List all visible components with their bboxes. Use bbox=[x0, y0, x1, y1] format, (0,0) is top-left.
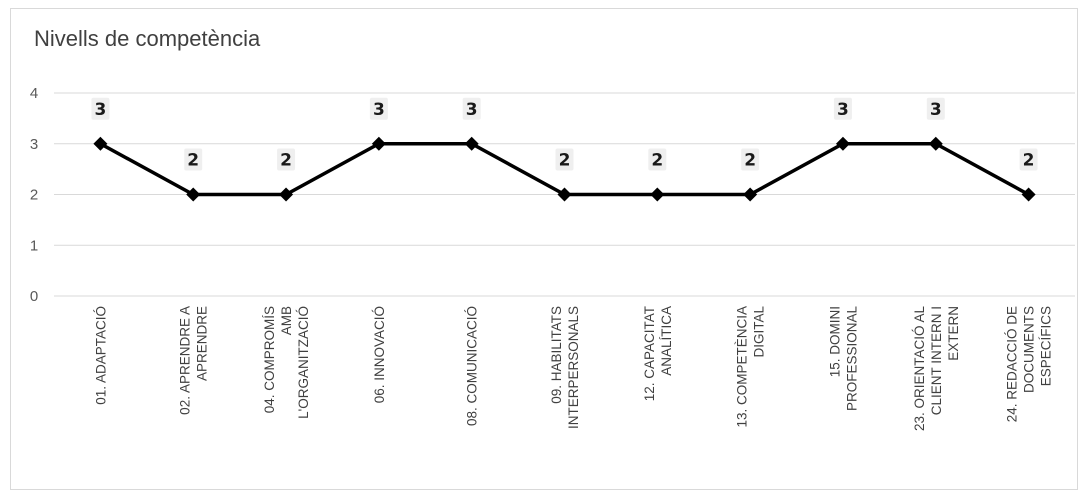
data-label: 2 bbox=[187, 151, 199, 171]
x-tick-label: 02. APRENDRE A bbox=[178, 306, 193, 415]
data-label-shadow bbox=[91, 97, 110, 120]
x-tick-label: DOCUMENTS bbox=[1022, 306, 1037, 393]
data-point-marker bbox=[93, 136, 108, 151]
chart-title: Nivells de competència bbox=[34, 26, 261, 51]
data-label: 3 bbox=[94, 100, 106, 120]
data-point-marker bbox=[1021, 187, 1036, 202]
x-tick-label: PROFESSIONAL bbox=[844, 306, 859, 412]
data-label-shadow bbox=[741, 148, 760, 171]
data-label: 2 bbox=[1023, 151, 1035, 171]
x-tick-label: ESPECÍFICS bbox=[1039, 306, 1054, 386]
data-label-shadow bbox=[555, 148, 574, 171]
x-tick-label: AMB bbox=[279, 306, 294, 335]
data-label-shadow bbox=[1019, 148, 1038, 171]
x-tick-label: 12. CAPACITAT bbox=[642, 306, 657, 401]
data-point-marker bbox=[186, 187, 201, 202]
data-label: 3 bbox=[373, 100, 385, 120]
data-label: 2 bbox=[559, 151, 571, 171]
x-tick-label: L'ORGANITZACIÓ bbox=[296, 306, 311, 419]
chart-frame bbox=[10, 8, 1078, 490]
x-tick-label: EXTERN bbox=[946, 306, 961, 361]
data-point-marker bbox=[464, 136, 479, 151]
data-point-marker bbox=[279, 187, 294, 202]
data-point-marker bbox=[557, 187, 572, 202]
data-label-shadow bbox=[369, 97, 388, 120]
y-tick-label: 4 bbox=[30, 85, 38, 102]
x-tick-label: 23. ORIENTACIÓ AL bbox=[912, 306, 927, 432]
x-tick-label: DIGITAL bbox=[752, 306, 767, 358]
data-label: 2 bbox=[651, 151, 663, 171]
x-tick-label: ANALÍTICA bbox=[659, 306, 674, 376]
x-tick-label: 24. REDACCIÓ DE bbox=[1005, 306, 1020, 422]
x-tick-label: 09. HABILITATS bbox=[549, 306, 564, 404]
y-tick-label: 3 bbox=[30, 136, 38, 153]
data-label: 3 bbox=[466, 100, 478, 120]
data-point-marker bbox=[650, 187, 665, 202]
data-point-marker bbox=[743, 187, 758, 202]
data-label: 2 bbox=[744, 151, 756, 171]
x-tick-label: 01. ADAPTACIÓ bbox=[93, 306, 108, 405]
data-label: 3 bbox=[837, 100, 849, 120]
x-tick-label: 06. INNOVACIÓ bbox=[372, 306, 387, 403]
x-tick-label: 15. DOMINI bbox=[827, 306, 842, 377]
x-tick-label: 08. COMUNICACIÓ bbox=[465, 306, 480, 426]
data-label: 3 bbox=[930, 100, 942, 120]
data-label-shadow bbox=[462, 97, 481, 120]
data-label-shadow bbox=[648, 148, 667, 171]
y-tick-label: 1 bbox=[30, 237, 38, 254]
x-tick-label: 04. COMPROMÍS bbox=[262, 306, 277, 413]
data-point-marker bbox=[835, 136, 850, 151]
x-tick-label: CLIENT INTERN I bbox=[929, 306, 944, 415]
data-label-shadow bbox=[833, 97, 852, 120]
data-label: 2 bbox=[280, 151, 292, 171]
x-tick-label: APRENDRE bbox=[195, 306, 210, 381]
x-tick-label: INTERPERSONALS bbox=[566, 306, 581, 429]
data-point-marker bbox=[371, 136, 386, 151]
data-label-shadow bbox=[184, 148, 203, 171]
data-label-shadow bbox=[926, 97, 945, 120]
y-tick-label: 0 bbox=[30, 288, 38, 305]
x-tick-label: 13. COMPETÈNCIA bbox=[735, 306, 750, 428]
data-point-marker bbox=[928, 136, 943, 151]
y-tick-label: 2 bbox=[30, 187, 38, 204]
data-label-shadow bbox=[277, 148, 296, 171]
